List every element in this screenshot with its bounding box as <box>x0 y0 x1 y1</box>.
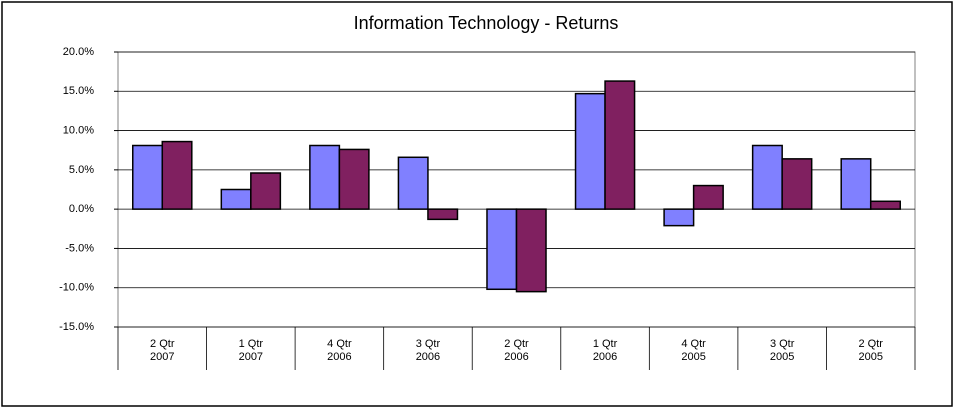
y-tick-label: 5.0% <box>69 164 94 176</box>
x-tick-label: 4 Qtr <box>681 338 706 350</box>
x-tick-label: 2 Qtr <box>150 338 175 350</box>
bar <box>751 144 783 210</box>
x-tick-label: 4 Qtr <box>327 338 352 350</box>
chart-title: Information Technology - Returns <box>354 13 619 33</box>
y-tick-label: 15.0% <box>63 85 94 97</box>
y-tick-label: 10.0% <box>63 124 94 136</box>
x-tick-label: 2 Qtr <box>504 338 529 350</box>
bar <box>250 172 282 210</box>
x-tick-label: 2005 <box>681 351 705 363</box>
bar <box>781 158 813 210</box>
bar <box>132 144 164 210</box>
bar <box>692 184 724 210</box>
x-tick-label: 3 Qtr <box>770 338 795 350</box>
y-tick-label: -5.0% <box>65 242 94 254</box>
x-tick-label: 1 Qtr <box>239 338 264 350</box>
y-tick-label: 20.0% <box>63 46 94 58</box>
bar <box>604 80 636 210</box>
bar <box>309 144 341 210</box>
bar <box>397 156 429 210</box>
bar <box>486 208 518 291</box>
x-tick-label: 2 Qtr <box>858 338 883 350</box>
y-tick-label: -15.0% <box>59 321 94 333</box>
bar <box>869 200 901 210</box>
bar <box>220 188 252 210</box>
bar <box>515 208 547 293</box>
x-tick-label: 2006 <box>593 351 617 363</box>
x-tick-label: 2005 <box>858 351 882 363</box>
bar <box>427 208 459 221</box>
y-tick-label: -10.0% <box>59 282 94 294</box>
x-tick-label: 2006 <box>416 351 440 363</box>
x-tick-label: 2005 <box>770 351 794 363</box>
x-tick-label: 2007 <box>150 351 174 363</box>
x-tick-label: 2007 <box>239 351 263 363</box>
bar <box>840 158 872 210</box>
x-tick-label: 2006 <box>327 351 351 363</box>
bar <box>161 140 193 210</box>
bar <box>663 208 695 227</box>
x-tick-label: 2006 <box>504 351 528 363</box>
x-tick-label: 3 Qtr <box>416 338 441 350</box>
bar <box>574 92 606 210</box>
y-tick-label: 0.0% <box>69 203 94 215</box>
bar <box>338 148 370 210</box>
x-tick-label: 1 Qtr <box>593 338 618 350</box>
